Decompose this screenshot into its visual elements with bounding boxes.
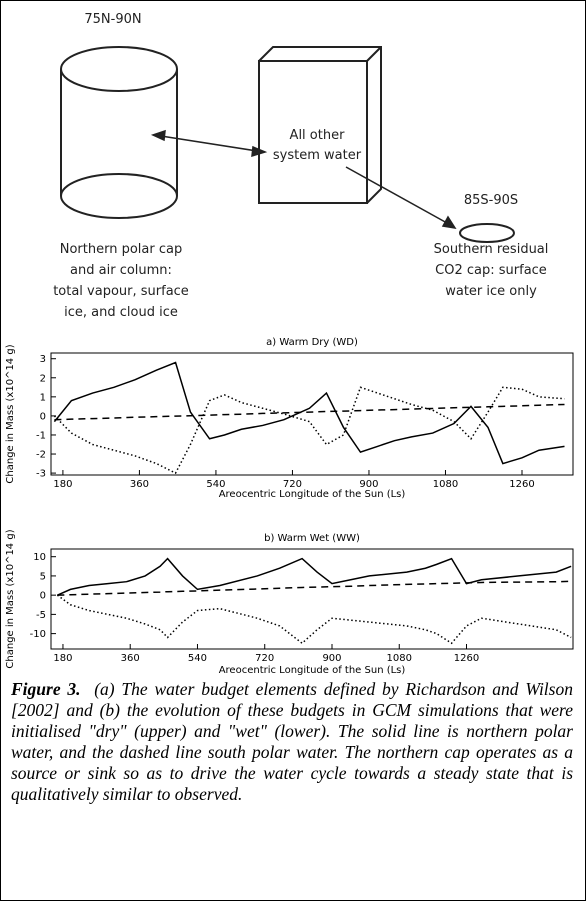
chart-title: a) Warm Dry (WD)	[266, 337, 358, 348]
y-tick-label: -1	[36, 430, 46, 441]
plot-frame	[50, 352, 574, 476]
diagram-text: system water	[273, 148, 362, 163]
x-tick-label: 180	[53, 479, 72, 490]
chart-title: b) Warm Wet (WW)	[264, 533, 360, 544]
series-line	[53, 386, 565, 475]
diagram-text: water ice only	[445, 284, 537, 299]
y-tick-label: -5	[36, 610, 46, 621]
series-line	[57, 557, 572, 596]
x-tick-label: 720	[283, 479, 302, 490]
diagram-shapes	[60, 46, 515, 243]
diagram-text: ice, and cloud ice	[64, 305, 178, 320]
x-tick-label: 1260	[454, 653, 479, 664]
plot-frame	[50, 548, 574, 650]
x-axis-label: Areocentric Longitude of the Sun (Ls)	[219, 665, 406, 676]
y-tick-label: -3	[36, 469, 46, 480]
diagram-text: total vapour, surface	[53, 284, 189, 299]
x-tick-label: 1260	[509, 479, 534, 490]
series-line	[53, 361, 565, 465]
y-tick-label: 5	[40, 571, 46, 582]
y-tick-label: -10	[30, 629, 46, 640]
region-label: 85S-90S	[464, 193, 518, 208]
diagram-text: and air column:	[70, 263, 172, 278]
y-axis-label: Change in Mass (x10^14 g)	[5, 529, 16, 668]
y-tick-label: 10	[33, 552, 46, 563]
x-tick-label: 360	[121, 653, 140, 664]
x-tick-label: 360	[130, 479, 149, 490]
x-tick-label: 900	[322, 653, 341, 664]
region-label: 75N-90N	[84, 12, 141, 27]
caption-label: Figure 3.	[11, 679, 81, 699]
figure: 75N-90N 85S-90S All other system water Nor…	[5, 12, 574, 676]
x-tick-label: 1080	[387, 653, 412, 664]
diagram-text: Southern residual	[434, 242, 549, 257]
x-tick-label: 540	[188, 653, 207, 664]
y-tick-label: 1	[40, 392, 46, 403]
x-tick-label: 900	[359, 479, 378, 490]
x-tick-label: 540	[206, 479, 225, 490]
y-axis-label: Change in Mass (x10^14 g)	[5, 344, 16, 483]
y-tick-label: 0	[40, 411, 46, 422]
arrows	[150, 129, 457, 230]
diagram-text: CO2 cap: surface	[435, 263, 547, 278]
caption: Figure 3. (a) The water budget elements …	[11, 679, 573, 805]
y-tick-label: -2	[36, 450, 46, 461]
x-axis-label: Areocentric Longitude of the Sun (Ls)	[219, 489, 406, 500]
series-line	[54, 403, 565, 421]
y-tick-label: 2	[40, 373, 46, 384]
caption-text: (a) The water budget elements defined by…	[11, 679, 573, 804]
y-tick-label: 3	[40, 354, 46, 365]
diagram-text: All other	[290, 128, 346, 143]
diagram-text: Northern polar cap	[60, 242, 182, 257]
x-tick-label: 720	[255, 653, 274, 664]
x-tick-label: 180	[53, 653, 72, 664]
y-tick-label: 0	[40, 591, 46, 602]
x-tick-label: 1080	[433, 479, 458, 490]
series-line	[56, 594, 572, 645]
series-line	[57, 580, 572, 596]
